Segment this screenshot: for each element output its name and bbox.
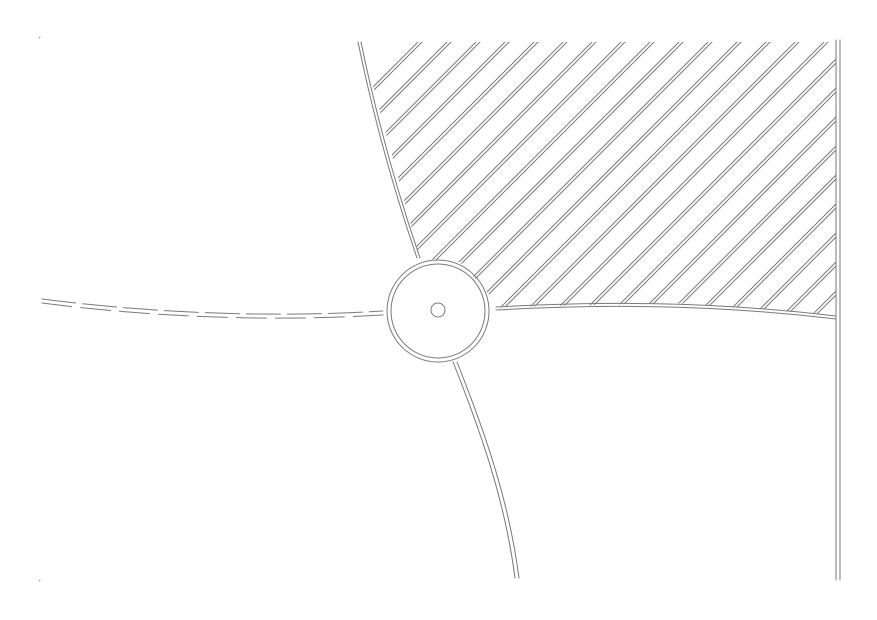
hatch-line bbox=[708, 42, 836, 316]
hatch-line bbox=[361, 42, 454, 316]
hatch-line bbox=[361, 42, 566, 316]
hatch-line bbox=[361, 42, 479, 316]
hatch-line bbox=[361, 42, 508, 316]
hatch-line bbox=[854, 40, 877, 360]
hatch-line bbox=[824, 42, 836, 316]
hatch-line bbox=[766, 42, 836, 316]
hatch-line bbox=[361, 42, 483, 316]
hatch-line bbox=[361, 42, 570, 316]
hatch-line bbox=[361, 42, 450, 316]
hatch-line bbox=[683, 42, 836, 316]
hatch-line bbox=[737, 42, 836, 316]
hatch-line bbox=[361, 42, 512, 316]
hatch-line bbox=[592, 42, 836, 316]
hatch-line bbox=[858, 40, 877, 360]
hatch-line bbox=[596, 42, 836, 316]
right-boundary-edge bbox=[495, 302, 837, 320]
corner-marks bbox=[38, 36, 41, 582]
hatch-line bbox=[361, 42, 624, 316]
hatch-line bbox=[361, 42, 425, 316]
hatched-region-boundary bbox=[357, 41, 421, 259]
right-frame-line bbox=[835, 39, 841, 581]
bottom-spoke bbox=[452, 361, 520, 579]
hatch-line bbox=[741, 42, 836, 316]
hatch-line bbox=[361, 42, 628, 316]
hatch-line bbox=[625, 42, 836, 316]
left-dashed-spoke bbox=[41, 298, 384, 319]
hatch-line bbox=[361, 42, 599, 316]
hatch-line bbox=[770, 42, 836, 316]
central-hub bbox=[386, 259, 490, 363]
hatch-line bbox=[712, 42, 836, 316]
hub-center-point bbox=[430, 302, 446, 318]
hatch-line bbox=[361, 42, 595, 316]
hatch-line bbox=[567, 42, 836, 316]
